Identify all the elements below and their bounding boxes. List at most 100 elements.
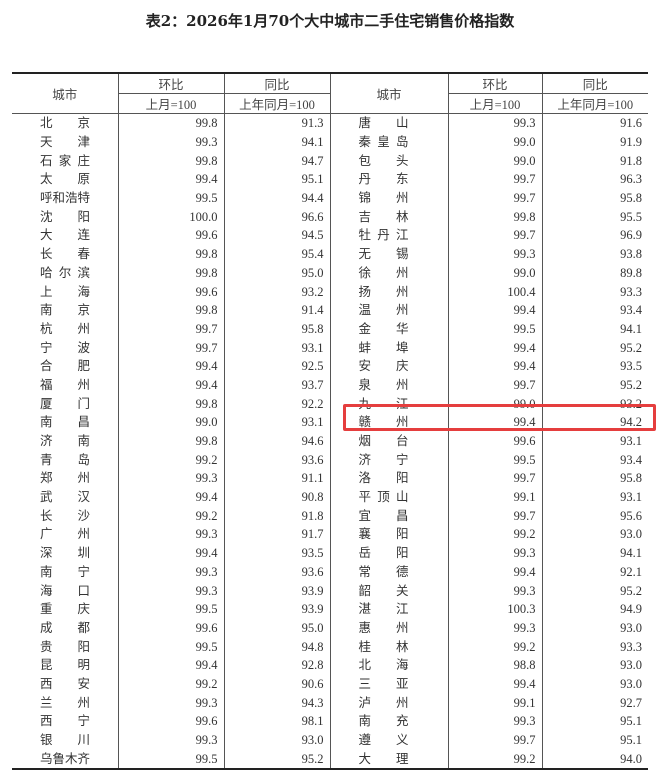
mom-value: 99.7 (448, 375, 543, 395)
city-label: 扬州 (358, 284, 409, 299)
city-name: 天津 (12, 132, 119, 152)
yoy-value: 89.8 (620, 265, 642, 280)
city-label: 韶关 (358, 583, 409, 598)
yoy-value: 93.0 (620, 527, 642, 542)
yoy-value: 91.1 (224, 469, 331, 488)
mom-value: 99.0 (448, 151, 543, 171)
city-name: 岳阳 (330, 543, 449, 563)
city-label: 无锡 (358, 247, 409, 262)
table-row: 北京 99.8 91.3 唐山 99.3 91.6 (12, 113, 648, 133)
city-label: 福州 (40, 377, 90, 392)
city-label: 湛江 (358, 602, 409, 617)
yoy-value: 95.8 (224, 319, 331, 339)
city-label: 遵义 (358, 733, 409, 748)
yoy-value: 93.6 (224, 562, 331, 582)
header-city-right: 城市 (330, 73, 449, 114)
city-label: 襄阳 (358, 527, 409, 542)
city-name: 赣州 (330, 413, 449, 432)
table-row: 南昌 99.0 93.1 赣州 99.4 94.2 (12, 413, 648, 432)
mom-value: 99.4 (448, 674, 543, 694)
city-label: 温州 (358, 303, 409, 318)
city-name: 沈阳 (12, 207, 119, 227)
yoy-value: 91.6 (620, 116, 642, 131)
city-name: 石家庄 (12, 151, 119, 171)
mom-value: 99.0 (448, 263, 543, 283)
yoy-value: 95.2 (620, 377, 642, 392)
yoy-value: 94.7 (224, 151, 331, 171)
mom-value: 99.2 (118, 506, 225, 526)
city-label: 常德 (358, 564, 409, 579)
yoy-value: 93.9 (224, 599, 331, 619)
yoy-value: 94.1 (620, 546, 642, 561)
city-label: 桂林 (358, 639, 409, 654)
yoy-value: 93.6 (224, 450, 331, 470)
mom-value: 99.7 (448, 730, 543, 750)
yoy-value: 93.8 (620, 247, 642, 262)
yoy-value: 91.8 (620, 153, 642, 168)
city-name: 济南 (12, 431, 119, 451)
yoy-value: 95.1 (620, 714, 642, 729)
city-name: 大连 (12, 226, 119, 245)
city-label: 宜昌 (358, 508, 409, 523)
mom-value: 99.3 (448, 581, 543, 600)
mom-value: 99.4 (448, 413, 543, 432)
yoy-value: 95.8 (620, 191, 642, 206)
mom-value: 100.3 (448, 599, 543, 619)
mom-value: 100.0 (118, 207, 225, 227)
city-label: 杭州 (40, 321, 90, 336)
mom-value: 99.4 (448, 300, 543, 320)
yoy-value: 94.5 (224, 226, 331, 245)
city-name: 烟台 (330, 431, 449, 451)
city-name: 吉林 (330, 207, 449, 227)
mom-value: 99.4 (118, 356, 225, 376)
table-row: 银川 99.3 93.0 遵义 99.7 95.1 (12, 730, 648, 750)
mom-value: 99.1 (448, 487, 543, 507)
table-row: 天津 99.3 94.1 秦皇岛 99.0 91.9 (12, 132, 648, 152)
table-row: 郑州 99.3 91.1 洛阳 99.7 95.8 (12, 469, 648, 488)
city-name: 遵义 (330, 730, 449, 750)
table-row: 西宁 99.6 98.1 南充 99.3 95.1 (12, 712, 648, 731)
mom-value: 99.0 (448, 132, 543, 152)
yoy-value: 91.7 (224, 525, 331, 544)
city-label: 平顶山 (358, 490, 409, 505)
table-row: 宁波 99.7 93.1 蚌埠 99.4 95.2 (12, 338, 648, 357)
mom-value: 99.2 (448, 749, 543, 770)
city-name: 安庆 (330, 356, 449, 376)
mom-value: 99.4 (118, 375, 225, 395)
yoy-value: 93.5 (620, 359, 642, 374)
yoy-value: 95.2 (620, 340, 642, 355)
city-name: 乌鲁木齐 (12, 749, 119, 770)
yoy-value: 95.4 (224, 244, 331, 264)
city-name: 宁波 (12, 338, 119, 357)
mom-value: 99.4 (118, 170, 225, 189)
city-name: 桂林 (330, 637, 449, 656)
table-row: 广州 99.3 91.7 襄阳 99.2 93.0 (12, 525, 648, 544)
yoy-value: 93.0 (224, 730, 331, 750)
city-label: 上海 (40, 284, 90, 299)
table-row: 济南 99.8 94.6 烟台 99.6 93.1 (12, 431, 648, 451)
yoy-value: 90.6 (224, 674, 331, 694)
mom-value: 99.3 (118, 469, 225, 488)
table-row: 成都 99.6 95.0 惠州 99.3 93.0 (12, 618, 648, 638)
yoy-value: 94.3 (224, 693, 331, 712)
city-label: 安庆 (358, 359, 409, 374)
city-label: 深圳 (40, 546, 90, 561)
city-name: 长春 (12, 244, 119, 264)
table-row: 大连 99.6 94.5 牡丹江 99.7 96.9 (12, 226, 648, 245)
yoy-value: 92.5 (224, 356, 331, 376)
city-name: 北京 (12, 113, 119, 133)
mom-value: 99.8 (118, 300, 225, 320)
header-yoy-base-left: 上年同月=100 (224, 93, 331, 114)
header-mom-right: 环比 (448, 73, 543, 94)
yoy-value: 95.0 (224, 618, 331, 638)
mom-value: 99.3 (118, 562, 225, 582)
city-name: 襄阳 (330, 525, 449, 544)
city-label: 银川 (40, 733, 90, 748)
yoy-value: 91.4 (224, 300, 331, 320)
table-row: 长沙 99.2 91.8 宜昌 99.7 95.6 (12, 506, 648, 526)
city-label: 西安 (40, 676, 90, 691)
mom-value: 99.7 (448, 506, 543, 526)
yoy-value: 93.4 (620, 303, 642, 318)
city-label: 吉林 (358, 209, 409, 224)
mom-value: 99.5 (118, 749, 225, 770)
